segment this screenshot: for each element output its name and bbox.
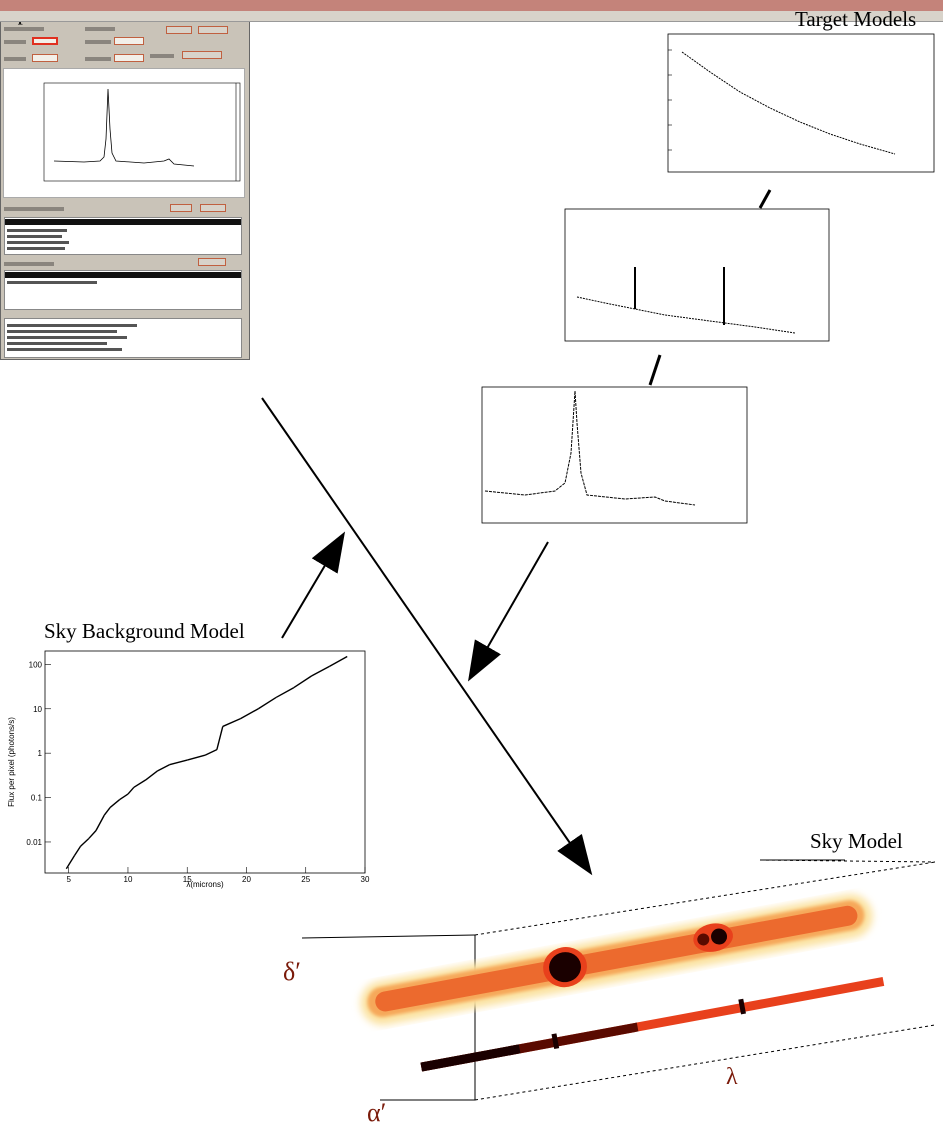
arrow-gui-to-sky-model xyxy=(261,397,593,876)
series-segment xyxy=(103,806,111,816)
gui-titlebar xyxy=(0,0,943,11)
gui-list-button-2[interactable] xyxy=(200,204,226,212)
gui-field-3[interactable] xyxy=(32,54,58,62)
y-tick-label: 10 xyxy=(33,705,42,714)
series-segment xyxy=(311,665,330,677)
x-tick-label: 30 xyxy=(361,875,370,884)
y-tick-label: 0.1 xyxy=(31,794,43,803)
target-model-plot-1 xyxy=(667,33,935,173)
gui-plot-area xyxy=(3,68,245,198)
series-segment xyxy=(65,854,76,870)
gui-log-area xyxy=(4,318,242,358)
y-tick-label: 1 xyxy=(38,749,43,758)
series-segment xyxy=(127,786,135,795)
gui-list-button-1[interactable] xyxy=(170,204,192,212)
gui-button-2[interactable] xyxy=(198,26,228,34)
series-segment xyxy=(109,799,121,808)
series-segment xyxy=(169,759,188,766)
target-models-title: Target Models xyxy=(795,7,917,31)
x-tick-label: 10 xyxy=(124,875,133,884)
x-tick-label: 5 xyxy=(66,875,71,884)
gui-component-list[interactable] xyxy=(4,270,242,310)
delta-label: δ′ xyxy=(283,957,301,986)
series-segment xyxy=(240,708,259,720)
series-segment xyxy=(222,717,241,728)
target-model-plot-2 xyxy=(564,208,830,342)
gui-field-2[interactable] xyxy=(114,37,144,45)
x-tick-label: 15 xyxy=(183,875,192,884)
series-segment xyxy=(80,837,90,847)
specsim-gui-window xyxy=(0,0,943,360)
series-segment xyxy=(145,770,159,781)
lambda-label: λ xyxy=(726,1064,738,1090)
gui-dropdown[interactable] xyxy=(182,51,222,59)
arrow-targets-to-sky-model xyxy=(468,541,549,682)
series-segment xyxy=(88,830,97,839)
sky-background-chart: 0.01 0.1 1 10 100 5 10 15 20 25 30 λ(microns) Flu… xyxy=(7,650,370,889)
series-segment xyxy=(74,845,82,856)
target-model-plot-3 xyxy=(481,386,748,524)
gui-list-button-3[interactable] xyxy=(198,258,226,266)
series-segment xyxy=(157,764,170,772)
gui-button-1[interactable] xyxy=(166,26,192,34)
series-segment xyxy=(329,655,348,668)
series-segment xyxy=(275,686,295,699)
series-segment xyxy=(257,696,277,710)
sky-background-title: Sky Background Model xyxy=(44,619,245,643)
y-axis-label: Flux per pixel (photons/s) xyxy=(7,717,16,807)
y-tick-label: 0.01 xyxy=(26,838,42,847)
gui-model-list[interactable] xyxy=(4,217,242,255)
series-segment xyxy=(204,749,218,756)
alpha-label: α′ xyxy=(367,1098,387,1127)
gui-menubar xyxy=(0,11,943,22)
gui-field-1[interactable] xyxy=(32,37,58,45)
y-tick-label: 100 xyxy=(29,660,43,669)
sky-model-title: Sky Model xyxy=(810,829,903,853)
x-tick-label: 25 xyxy=(301,875,310,884)
x-tick-label: 20 xyxy=(242,875,251,884)
arrow-sky-background-up xyxy=(281,531,346,639)
series-segment xyxy=(216,726,224,750)
x-axis-label: λ(microns) xyxy=(186,880,224,889)
gui-field-4[interactable] xyxy=(114,54,144,62)
series-segment xyxy=(293,675,313,689)
series-segment xyxy=(119,793,129,801)
series-segment xyxy=(95,814,105,831)
series-segment xyxy=(187,754,206,761)
chart-frame xyxy=(44,650,366,874)
series-segment xyxy=(133,779,147,788)
sky-model-cube xyxy=(301,859,936,1101)
